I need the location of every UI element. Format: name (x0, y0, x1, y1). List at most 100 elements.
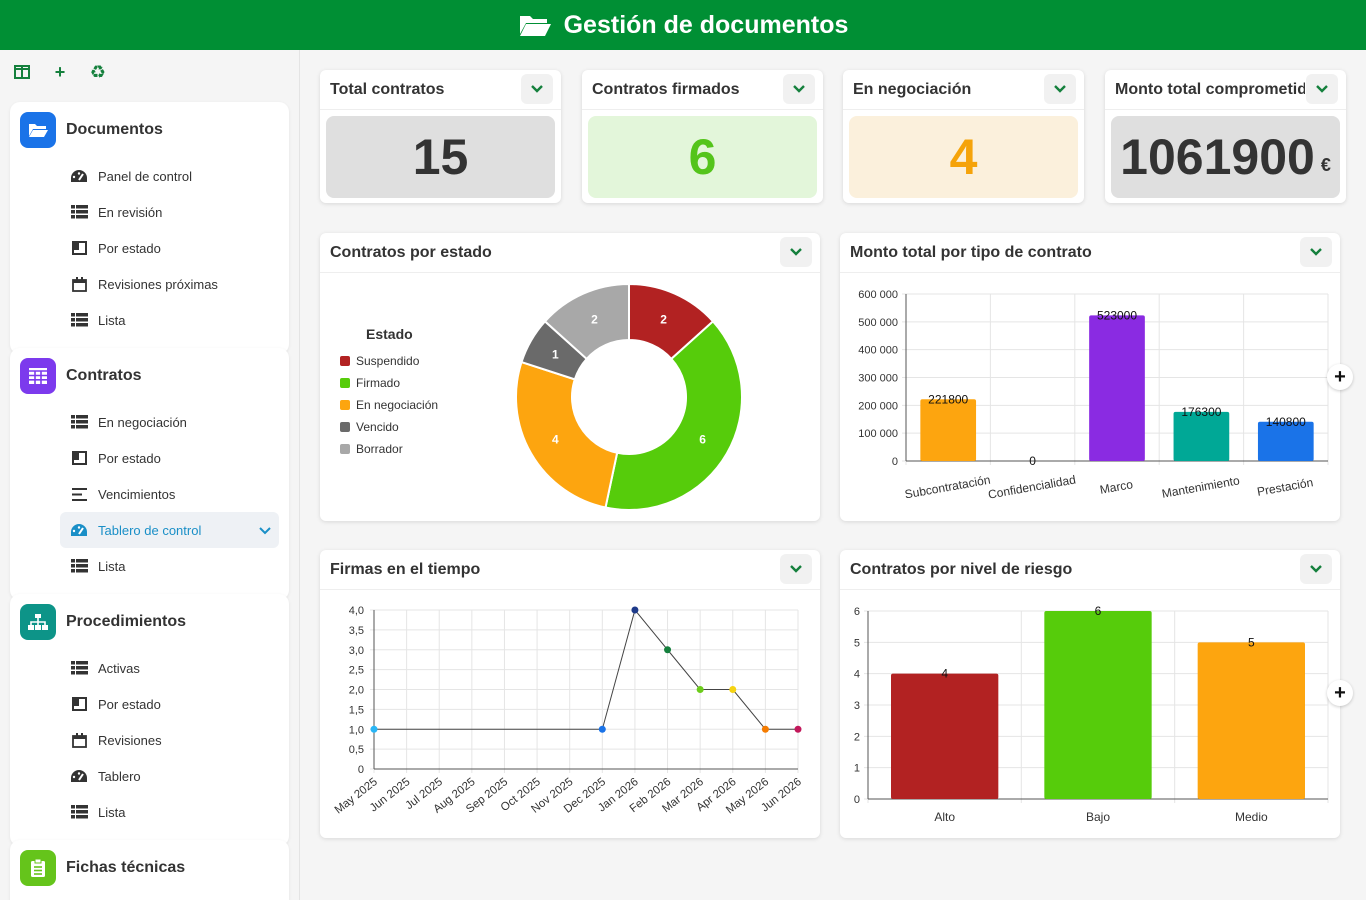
bar-data-label: 6 (1095, 604, 1102, 618)
kpi-title: Contratos firmados (592, 80, 740, 98)
sidebar-item-label: Lista (98, 804, 126, 820)
sidebar-item-por-estado[interactable]: Por estado (10, 230, 289, 266)
sidebar-item-label: Revisiones próximas (98, 276, 218, 292)
sidebar-group-contratos: Contratos En negociación Por estado Vencimi… (10, 348, 289, 600)
card-menu-button[interactable] (780, 554, 812, 584)
sidebar-item-label: Por estado (98, 240, 161, 256)
recycle-icon[interactable]: ♻ (89, 61, 107, 82)
sidebar-item-lista[interactable]: Lista (10, 548, 289, 584)
chart-card-tipo: Monto total por tipo de contrato 0 100 00… (840, 233, 1340, 521)
bar (1044, 611, 1152, 799)
bar (1197, 642, 1305, 799)
calendar-icon (70, 276, 88, 292)
slice-value-label: 6 (699, 433, 706, 447)
kpi-value-box: 15 (326, 116, 555, 198)
y-tick-label: 1,0 (349, 724, 364, 736)
align-left-icon (70, 486, 88, 502)
card-menu-button[interactable] (780, 237, 812, 267)
card-menu-button[interactable] (1044, 74, 1076, 104)
sitemap-icon (20, 604, 56, 640)
legend-label: En negociación (356, 398, 438, 412)
sidebar-item-vencimientos[interactable]: Vencimientos (10, 476, 289, 512)
chevron-down-icon[interactable] (259, 523, 271, 538)
kpi-card: Total contratos 15 (320, 70, 561, 203)
sidebar-group-title: Contratos (66, 367, 142, 384)
x-tick-label: Mantenimiento (1161, 473, 1241, 501)
bar (891, 673, 999, 799)
sidebar-item-en-negociaci-n[interactable]: En negociación (10, 404, 289, 440)
sidebar-item-label: Panel de control (98, 168, 192, 184)
legend-swatch (340, 400, 350, 410)
sidebar-group-header[interactable]: Documentos (10, 102, 289, 158)
legend-title: Estado (366, 326, 413, 342)
kpi-title: Total contratos (330, 80, 445, 98)
card-title: Monto total por tipo de contrato (850, 243, 1092, 261)
x-tick-label: Subcontratación (904, 473, 992, 502)
bar (1173, 411, 1230, 461)
sidebar-item-activas[interactable]: Activas (10, 650, 289, 686)
app-title: Gestión de documentos (563, 10, 849, 39)
card-menu-button[interactable] (521, 74, 553, 104)
y-tick-label: 1 (854, 763, 860, 775)
sidebar-item-label: Lista (98, 558, 126, 574)
sidebar-item-en-revisi-n[interactable]: En revisión (10, 194, 289, 230)
sidebar-item-tablero[interactable]: Tablero (10, 758, 289, 794)
y-tick-label: 300 000 (858, 373, 898, 385)
card-menu-button[interactable] (1306, 74, 1338, 104)
legend-label: Vencido (356, 420, 399, 434)
sidebar-group-title: Documentos (66, 121, 163, 138)
card-menu-button[interactable] (1300, 554, 1332, 584)
sidebar-item-label: Revisiones (98, 732, 162, 748)
data-point (696, 686, 704, 693)
y-tick-label: 2,5 (349, 665, 364, 677)
donut-slice (543, 282, 630, 361)
data-point (729, 686, 737, 693)
list-icon (70, 204, 88, 220)
bar-data-label: 140800 (1266, 415, 1306, 429)
legend-label: Suspendido (356, 354, 420, 368)
sidebar-item-lista[interactable]: Lista (10, 794, 289, 830)
card-title: Firmas en el tiempo (330, 560, 481, 578)
y-tick-label: 3,5 (349, 625, 364, 637)
sidebar-group-header[interactable]: Contratos (10, 348, 289, 404)
kanban-icon (70, 450, 88, 466)
card-menu-button[interactable] (1300, 237, 1332, 267)
sidebar-group-header[interactable]: Fichas técnicas (10, 840, 289, 896)
bar-data-label: 0 (1029, 454, 1036, 468)
card-menu-button[interactable] (783, 74, 815, 104)
sidebar: + ♻ Documentos Panel de control En revisió… (0, 50, 300, 900)
bar-chart-riesgo: 0 1 2 3 4 5 6 4 Alto 6 Bajo 5 Medio (854, 604, 1329, 824)
add-widget-button[interactable]: + (1327, 364, 1353, 390)
legend-swatch (340, 444, 350, 454)
legend-swatch (340, 378, 350, 388)
kpi-value: 6 (688, 129, 717, 185)
y-tick-label: 5 (854, 637, 860, 649)
plus-icon[interactable]: + (54, 61, 66, 82)
chart-card-estado: Contratos por estado 2 6 4 1 2 Estado Suspendi… (320, 233, 820, 521)
sidebar-item-revisiones[interactable]: Revisiones (10, 722, 289, 758)
sidebar-item-por-estado[interactable]: Por estado (10, 440, 289, 476)
sidebar-group-fichas-t-cnicas: Fichas técnicas (10, 840, 289, 900)
sidebar-item-lista[interactable]: Lista (10, 302, 289, 338)
sidebar-item-panel-de-control[interactable]: Panel de control (10, 158, 289, 194)
donut-slice (604, 319, 743, 511)
chevron-down-icon (790, 565, 802, 573)
chart-card-riesgo: Contratos por nivel de riesgo 0 1 2 3 4 5 6 4 Al… (840, 550, 1340, 838)
sidebar-item-label: Tablero (98, 768, 141, 784)
add-widget-button[interactable]: + (1327, 680, 1353, 706)
sidebar-item-por-estado[interactable]: Por estado (10, 686, 289, 722)
sidebar-item-revisiones-pr-ximas[interactable]: Revisiones próximas (10, 266, 289, 302)
bar-data-label: 523000 (1097, 308, 1137, 322)
columns-icon[interactable] (10, 60, 34, 84)
clipboard-icon (20, 850, 56, 886)
slice-value-label: 4 (552, 433, 559, 447)
data-point (370, 725, 378, 733)
sidebar-item-tablero-de-control[interactable]: Tablero de control (60, 512, 279, 548)
y-tick-label: 6 (854, 606, 860, 618)
chevron-down-icon (531, 85, 543, 93)
kpi-value: 1061900 (1120, 129, 1315, 185)
kpi-unit: € (1320, 155, 1331, 175)
y-tick-label: 0 (358, 764, 364, 776)
sidebar-group-header[interactable]: Procedimientos (10, 594, 289, 650)
y-tick-label: 1,5 (349, 704, 364, 716)
